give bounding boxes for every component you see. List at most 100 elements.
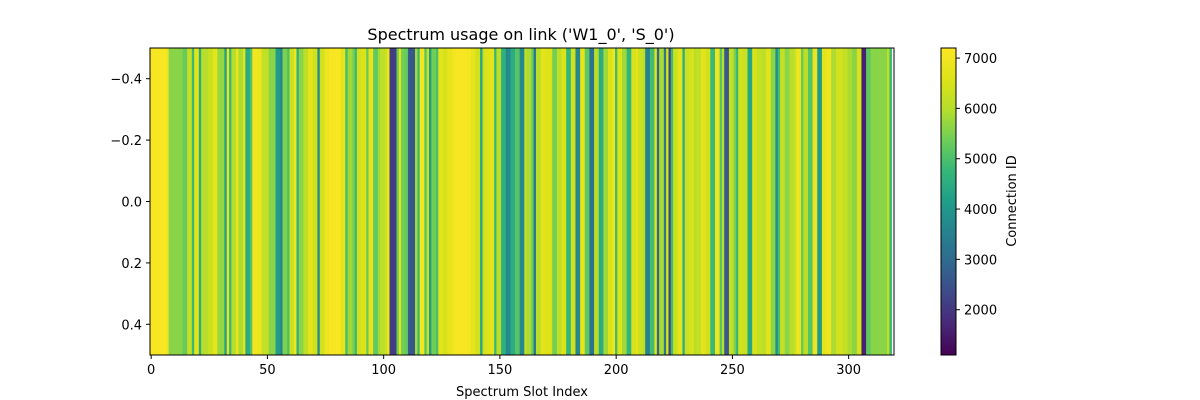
heatmap-cell: [854, 48, 858, 355]
heatmap-cell: [275, 48, 279, 355]
heatmap-cell: [177, 48, 181, 355]
heatmap-cell: [724, 48, 727, 355]
x-axis-label: Spectrum Slot Index: [456, 385, 588, 400]
heatmap-cell: [845, 48, 848, 355]
heatmap-cell: [875, 48, 879, 355]
heatmap-cell: [547, 48, 551, 355]
heatmap-cell: [287, 48, 290, 355]
heatmap-cell: [236, 48, 239, 355]
heatmap-cell: [429, 48, 432, 355]
heatmap-cell: [322, 48, 325, 355]
heatmap-cell: [294, 48, 297, 355]
heatmap-cell: [496, 48, 500, 355]
colorbar-label: Connection ID: [1005, 155, 1020, 247]
heatmap-plot: [150, 48, 893, 355]
heatmap-cell: [726, 48, 730, 355]
heatmap-cell: [603, 48, 607, 355]
heatmap-cell: [856, 48, 860, 355]
heatmap-cell: [596, 48, 600, 355]
heatmap-cell: [759, 48, 762, 355]
heatmap-cell: [384, 48, 388, 355]
heatmap-cell: [454, 48, 458, 355]
heatmap-cell: [777, 48, 781, 355]
heatmap-cell: [682, 48, 686, 355]
heatmap-cell: [654, 48, 658, 355]
heatmap-cell: [838, 48, 841, 355]
heatmap-cell: [796, 48, 800, 355]
colorbar-tick-label: 6000: [964, 102, 997, 117]
heatmap-cell: [447, 48, 451, 355]
heatmap-cell: [319, 48, 323, 355]
colorbar-tick-label: 2000: [964, 304, 997, 319]
heatmap-cell: [628, 48, 632, 355]
heatmap-cell: [768, 48, 772, 355]
heatmap-cell: [766, 48, 769, 355]
heatmap-cell: [803, 48, 806, 355]
heatmap-cell: [256, 48, 260, 355]
heatmap-cell: [233, 48, 237, 355]
heatmap-cell: [624, 48, 627, 355]
heatmap-cell: [210, 48, 214, 355]
heatmap-cell: [573, 48, 576, 355]
heatmap-cell: [268, 48, 272, 355]
heatmap-cell: [489, 48, 493, 355]
heatmap-cell: [431, 48, 434, 355]
heatmap-cell: [754, 48, 758, 355]
heatmap-cell: [721, 48, 725, 355]
heatmap-cell: [349, 48, 353, 355]
heatmap-cell: [501, 48, 504, 355]
heatmap-cell: [373, 48, 376, 355]
heatmap-cell: [621, 48, 625, 355]
heatmap-cell: [531, 48, 534, 355]
heatmap-cell: [740, 48, 744, 355]
heatmap-cell: [249, 48, 253, 355]
heatmap-cell: [445, 48, 448, 355]
heatmap-cell: [391, 48, 395, 355]
heatmap-cell: [270, 48, 274, 355]
heatmap-cell: [303, 48, 307, 355]
heatmap-cell: [566, 48, 569, 355]
heatmap-cell: [315, 48, 318, 355]
heatmap-cell: [480, 48, 483, 355]
heatmap-cell: [415, 48, 418, 355]
heatmap-cell: [647, 48, 651, 355]
heatmap-cell: [684, 48, 688, 355]
heatmap-cell: [731, 48, 734, 355]
heatmap-cell: [540, 48, 544, 355]
heatmap-cell: [589, 48, 593, 355]
heatmap-cell: [387, 48, 390, 355]
heatmap-cell: [645, 48, 648, 355]
heatmap-cell: [568, 48, 572, 355]
heatmap-cell: [215, 48, 218, 355]
heatmap-cell: [742, 48, 746, 355]
heatmap-cell: [161, 48, 165, 355]
heatmap-cell: [487, 48, 490, 355]
heatmap-cell: [301, 48, 304, 355]
heatmap-cell: [259, 48, 262, 355]
heatmap-cell: [191, 48, 195, 355]
heatmap-cell: [205, 48, 209, 355]
heatmap-cell: [247, 48, 251, 355]
heatmap-cell: [582, 48, 586, 355]
heatmap-cell: [870, 48, 874, 355]
heatmap-cell: [882, 48, 886, 355]
colorbar-tick-label: 7000: [964, 52, 997, 67]
heatmap-cell: [389, 48, 393, 355]
y-tick-label: −0.2: [110, 134, 142, 149]
heatmap-cell: [461, 48, 465, 355]
heatmap-cell: [519, 48, 523, 355]
heatmap-cell: [345, 48, 348, 355]
heatmap-cell: [696, 48, 700, 355]
heatmap-cell: [254, 48, 258, 355]
heatmap-cell: [470, 48, 474, 355]
heatmap-cell: [184, 48, 188, 355]
heatmap-cell: [640, 48, 644, 355]
heatmap-cell: [861, 48, 865, 355]
heatmap-cell: [873, 48, 876, 355]
heatmap-cell: [422, 48, 425, 355]
heatmap-cell: [208, 48, 211, 355]
heatmap-cell: [656, 48, 660, 355]
heatmap-cell: [266, 48, 269, 355]
heatmap-cell: [426, 48, 430, 355]
x-axis: 0 50 100 150 200 250 300: [147, 355, 861, 378]
